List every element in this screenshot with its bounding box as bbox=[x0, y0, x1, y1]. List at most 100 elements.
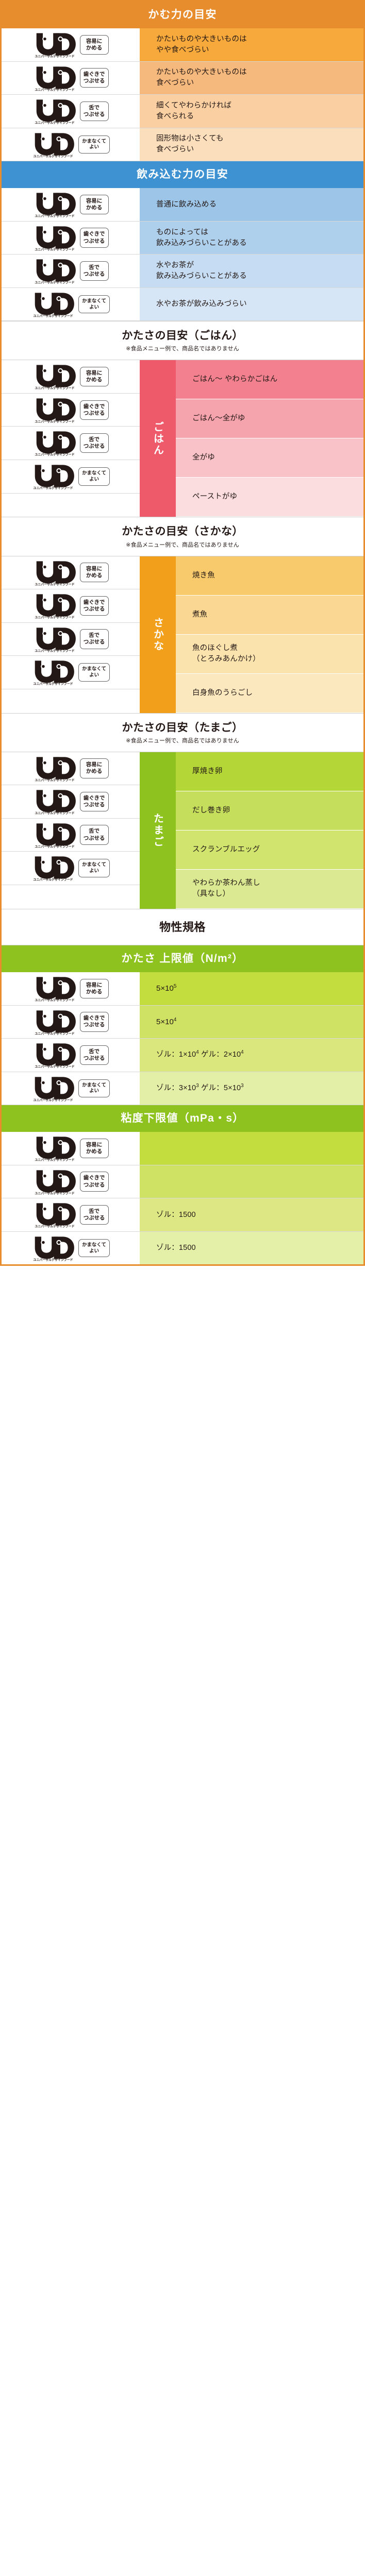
udf-level-badge-l3: 舌で つぶせる bbox=[79, 1205, 109, 1225]
category-strip-hardness-fish: さかな bbox=[140, 556, 176, 713]
udf-logo: ユニバーサルデザインフード 容易に かめる bbox=[33, 31, 109, 58]
udf-level-line1: 舌で bbox=[89, 632, 99, 639]
category-strip-label: たまご bbox=[152, 813, 163, 848]
table-row-value: 魚のほぐし煮 （とろみあんかけ） bbox=[176, 634, 363, 674]
table-row-value: ペーストがゆ bbox=[176, 478, 363, 517]
udf-level-line2: つぶせる bbox=[83, 1215, 105, 1222]
udf-logo: ユニバーサルデザインフード かまなくて よい bbox=[31, 659, 110, 686]
udf-logo-mark: ユニバーサルデザインフード bbox=[35, 823, 76, 848]
table-row-value: やわらか茶わん蒸し （具なし） bbox=[176, 869, 363, 909]
svg-text:ユニバーサルデザインフード: ユニバーサルデザインフード bbox=[35, 998, 74, 1002]
section-title: 物性規格 bbox=[159, 920, 206, 934]
udf-logo-cell: ユニバーサルデザインフード かまなくて よい bbox=[2, 1231, 140, 1265]
table-row-value: 煮魚 bbox=[176, 595, 363, 635]
udf-level-line2: よい bbox=[89, 672, 99, 678]
udf-level-badge-l1: 容易に かめる bbox=[79, 563, 109, 583]
row-value: かたいものや大きいものは やや食べづらい bbox=[140, 28, 363, 61]
svg-text:ユニバーサルデザインフード: ユニバーサルデザインフード bbox=[35, 844, 74, 848]
table-row: ユニバーサルデザインフード 容易に かめる bbox=[2, 1132, 363, 1165]
udf-logo-cell: ユニバーサルデザインフード 歯ぐきで つぶせる bbox=[2, 393, 140, 427]
udf-logo-mark: ユニバーサルデザインフード bbox=[35, 627, 76, 652]
udf-level-badge-l1: 容易に かめる bbox=[79, 978, 109, 998]
udf-logo: ユニバーサルデザインフード 舌で つぶせる bbox=[33, 430, 109, 456]
table-row-value: ごはん〜 やわらかごはん bbox=[176, 360, 363, 400]
table-row: ユニバーサルデザインフード かまなくて よい 固形物は小さくても 食べづらい bbox=[2, 128, 363, 162]
udf-logo-mark: ユニバーサルデザインフード bbox=[33, 293, 75, 317]
udf-level-badge-l4: かまなくて よい bbox=[78, 663, 110, 682]
section-header-hardness-limit: かたさ 上限値（N/m²） bbox=[2, 945, 363, 973]
udf-logo: ユニバーサルデザインフード 舌で つぶせる bbox=[33, 258, 109, 284]
udf-level-badge-l1: 容易に かめる bbox=[79, 1138, 109, 1159]
table-row: ユニバーサルデザインフード 歯ぐきで つぶせる bbox=[2, 589, 140, 623]
category-strip-label: ごはん bbox=[152, 421, 163, 456]
udf-logo-cell: ユニバーサルデザインフード 舌で つぶせる bbox=[2, 1198, 140, 1231]
section-header-physical-spec: 物性規格 bbox=[2, 908, 363, 946]
udf-level-line1: 舌で bbox=[89, 1048, 99, 1055]
udf-logo-mark: ユニバーサルデザインフード bbox=[35, 398, 76, 423]
svg-text:ユニバーサルデザインフード: ユニバーサルデザインフード bbox=[35, 1225, 74, 1228]
udf-level-line1: 舌で bbox=[89, 828, 99, 835]
section-title: かたさの目安（たまご） bbox=[122, 721, 243, 734]
udf-level-line1: 歯ぐきで bbox=[83, 794, 105, 801]
udf-level-line1: かまなくて bbox=[82, 1082, 106, 1088]
svg-text:ユニバーサルデザインフード: ユニバーサルデザインフード bbox=[35, 453, 74, 456]
udf-logo-mark: ユニバーサルデザインフード bbox=[35, 1137, 76, 1162]
udf-level-line1: 歯ぐきで bbox=[83, 403, 105, 410]
udf-logo-cell: ユニバーサルデザインフード かまなくて よい bbox=[2, 852, 140, 885]
udf-logo-cell: ユニバーサルデザインフード 舌で つぶせる bbox=[2, 95, 140, 128]
udf-level-line2: つぶせる bbox=[83, 835, 105, 841]
udf-level-badge-l4: かまなくて よい bbox=[78, 295, 110, 314]
table-row: ユニバーサルデザインフード かまなくて よい ゾル：3×103 ゲル：5×103 bbox=[2, 1072, 363, 1106]
udf-logo-mark: ユニバーサルデザインフード bbox=[35, 1170, 76, 1195]
udf-logo-cell: ユニバーサルデザインフード 容易に かめる bbox=[2, 188, 140, 221]
svg-text:ユニバーサルデザインフード: ユニバーサルデザインフード bbox=[35, 281, 74, 284]
udf-level-line1: かまなくて bbox=[82, 138, 106, 144]
udf-level-badge-l2: 歯ぐきで つぶせる bbox=[79, 791, 109, 812]
udf-logo-mark: ユニバーサルデザインフード bbox=[33, 1077, 75, 1101]
udf-level-line2: かめる bbox=[86, 377, 103, 383]
svg-text:ユニバーサルデザインフード: ユニバーサルデザインフード bbox=[33, 154, 73, 158]
udf-logo-mark: ユニバーサルデザインフード bbox=[35, 431, 76, 456]
udf-logo-mark: ユニバーサルデザインフード bbox=[35, 99, 76, 125]
udf-logo: ユニバーサルデザインフード かまなくて よい bbox=[31, 463, 110, 490]
svg-text:ユニバーサルデザインフード: ユニバーサルデザインフード bbox=[33, 486, 73, 489]
udf-level-line1: 舌で bbox=[89, 436, 99, 443]
svg-text:ユニバーサルデザインフード: ユニバーサルデザインフード bbox=[35, 214, 74, 218]
udf-level-line1: かまなくて bbox=[82, 1242, 106, 1248]
row-value: だし巻き卵 bbox=[192, 806, 230, 815]
row-value: 魚のほぐし煮 （とろみあんかけ） bbox=[192, 644, 260, 664]
table-row: ユニバーサルデザインフード 容易に かめる bbox=[2, 556, 140, 590]
udf-level-line2: つぶせる bbox=[83, 1022, 105, 1028]
table-row: ユニバーサルデザインフード 舌で つぶせる 細くてやわらかければ 食べられる bbox=[2, 95, 363, 128]
udf-logo: ユニバーサルデザインフード 歯ぐきで つぶせる bbox=[33, 1009, 109, 1035]
udf-logo: ユニバーサルデザインフード 容易に かめる bbox=[33, 1135, 109, 1162]
table-row: ユニバーサルデザインフード かまなくて よい bbox=[2, 852, 140, 885]
udf-logo: ユニバーサルデザインフード かまなくて よい bbox=[31, 1235, 110, 1261]
udf-logo-cell: ユニバーサルデザインフード 歯ぐきで つぶせる bbox=[2, 589, 140, 622]
table-row: ユニバーサルデザインフード 容易に かめる bbox=[2, 360, 140, 394]
udf-logo-cell: ユニバーサルデザインフード かまなくて よい bbox=[2, 1072, 140, 1105]
udf-level-line1: かまなくて bbox=[82, 470, 106, 476]
udf-level-line2: つぶせる bbox=[83, 78, 105, 84]
udf-logo-mark: ユニバーサルデザインフード bbox=[35, 977, 76, 1002]
udf-logo-mark: ユニバーサルデザインフード bbox=[33, 856, 75, 882]
udf-level-badge-l4: かまなくて よい bbox=[78, 859, 110, 877]
udf-level-line2: つぶせる bbox=[83, 410, 105, 416]
udf-logo-cell: ユニバーサルデザインフード 容易に かめる bbox=[2, 556, 140, 589]
udf-logo-mark: ユニバーサルデザインフード bbox=[35, 790, 76, 815]
table-row: ユニバーサルデザインフード 舌で つぶせる bbox=[2, 818, 140, 852]
row-value: 普通に飲み込める bbox=[140, 188, 363, 221]
udf-level-line2: よい bbox=[89, 868, 99, 874]
udf-level-badge-l2: 歯ぐきで つぶせる bbox=[79, 1172, 109, 1192]
udf-level-line2: つぶせる bbox=[83, 639, 105, 646]
udf-logo-mark: ユニバーサルデザインフード bbox=[35, 33, 76, 58]
udf-level-line1: かまなくて bbox=[82, 666, 106, 672]
udf-level-line1: 容易に bbox=[86, 38, 103, 44]
svg-text:ユニバーサルデザインフード: ユニバーサルデザインフード bbox=[35, 616, 74, 619]
udf-logo: ユニバーサルデザインフード 歯ぐきで つぶせる bbox=[33, 788, 109, 815]
svg-text:ユニバーサルデザインフード: ユニバーサルデザインフード bbox=[33, 314, 73, 317]
udf-level-line2: よい bbox=[89, 476, 99, 482]
udf-logo: ユニバーサルデザインフード 舌で つぶせる bbox=[33, 626, 109, 652]
row-value: 厚焼き卵 bbox=[192, 767, 223, 775]
udf-level-badge-l3: 舌で つぶせる bbox=[79, 825, 109, 845]
